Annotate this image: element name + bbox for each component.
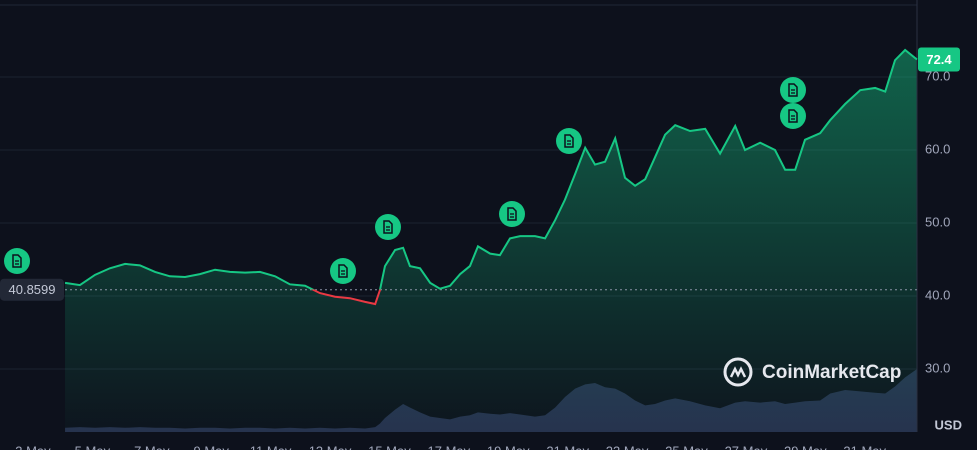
- x-tick-label: 15 May: [368, 443, 411, 450]
- y-tick-label: 50.0: [925, 214, 950, 229]
- x-tick-label: 5 May: [75, 443, 111, 450]
- x-tick-label: 25 May: [665, 443, 708, 450]
- price-line: [64, 48, 918, 306]
- x-tick-label: 13 May: [309, 443, 352, 450]
- watermark-text: CoinMarketCap: [762, 362, 901, 383]
- x-tick-label: 29 May: [784, 443, 827, 450]
- x-tick-label: 3 May: [15, 443, 51, 450]
- baseline-label: 40.8599: [9, 282, 56, 297]
- back-layer: [0, 50, 917, 432]
- x-tick-label: 31 May: [843, 443, 886, 450]
- x-tick-label: 17 May: [428, 443, 471, 450]
- x-tick-label: 19 May: [487, 443, 530, 450]
- price-tag-box: [918, 47, 960, 72]
- x-tick-label: 27 May: [725, 443, 768, 450]
- baseline-label-box: [0, 278, 64, 301]
- currency-label: USD: [935, 417, 962, 432]
- y-tick-label: 70.0: [925, 68, 950, 83]
- x-tick-label: 21 May: [546, 443, 589, 450]
- watermark: CoinMarketCap: [723, 357, 901, 387]
- price-tag: 72.4: [926, 52, 952, 67]
- front-layer: 30.0 40.0 50.0 60.0 70.0 3 May 5 May 7 May 9 May…: [0, 47, 960, 450]
- x-tick-label: 23 May: [606, 443, 649, 450]
- price-area: [65, 50, 917, 432]
- x-tick-label: 7 May: [134, 443, 170, 450]
- x-tick-label: 11 May: [250, 443, 292, 450]
- y-tick-label: 40.0: [925, 287, 950, 302]
- x-tick-label: 9 May: [194, 443, 230, 450]
- y-tick-label: 30.0: [925, 360, 950, 375]
- y-tick-label: 60.0: [925, 141, 950, 156]
